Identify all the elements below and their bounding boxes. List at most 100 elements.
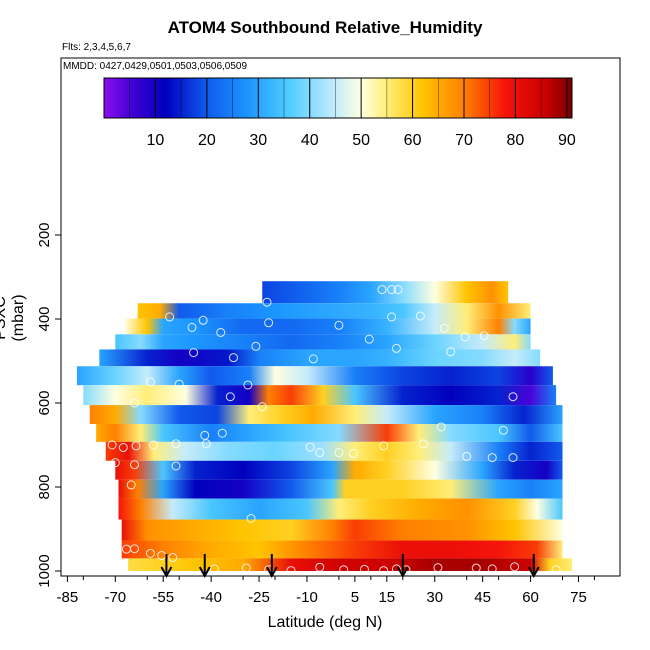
observation-point bbox=[315, 448, 325, 458]
observation-point bbox=[334, 448, 344, 458]
x-tick-label: -10 bbox=[296, 589, 318, 606]
x-tick-label: 5 bbox=[351, 589, 359, 606]
observation-point bbox=[209, 564, 219, 574]
observation-point bbox=[460, 332, 470, 342]
observation-point bbox=[508, 453, 518, 463]
observation-point bbox=[251, 341, 261, 351]
observation-point bbox=[387, 285, 397, 295]
observation-point bbox=[198, 315, 208, 325]
observation-point bbox=[391, 564, 401, 574]
observation-point bbox=[508, 392, 518, 402]
colorbar: 10 20 30 40 50 60 70 80 90 bbox=[103, 77, 576, 149]
colorbar-tick-label: 50 bbox=[352, 132, 370, 149]
heatmap-layer bbox=[115, 334, 531, 350]
heatmap-layer bbox=[128, 558, 573, 571]
observation-point bbox=[228, 353, 238, 363]
observation-point bbox=[187, 322, 197, 332]
colorbar-tick-label: 30 bbox=[249, 132, 267, 149]
observation-point bbox=[149, 440, 159, 450]
x-tick-label: -40 bbox=[200, 589, 222, 606]
observation-point bbox=[174, 379, 184, 389]
observation-point bbox=[129, 398, 139, 408]
x-tick-label: -55 bbox=[152, 589, 174, 606]
observation-point bbox=[145, 377, 155, 387]
heatmap-layer bbox=[118, 479, 563, 499]
observation-point bbox=[439, 323, 449, 333]
observation-point bbox=[391, 343, 401, 353]
observation-point bbox=[446, 347, 456, 357]
observation-point bbox=[243, 380, 253, 390]
observation-point bbox=[487, 453, 497, 463]
observation-point bbox=[479, 331, 489, 341]
observation-point bbox=[498, 425, 508, 435]
observation-point bbox=[305, 442, 315, 452]
observation-point bbox=[145, 548, 155, 558]
x-tick-label: 30 bbox=[426, 589, 443, 606]
observation-point bbox=[129, 544, 139, 554]
y-tick-label: 400 bbox=[36, 306, 53, 331]
observation-point bbox=[419, 439, 429, 449]
observation-point bbox=[165, 312, 175, 322]
observation-point bbox=[286, 566, 296, 576]
y-tick-label: 1000 bbox=[36, 554, 53, 587]
x-tick-label: -25 bbox=[248, 589, 270, 606]
heatmap-layer bbox=[124, 318, 531, 335]
heatmap-layer bbox=[99, 349, 541, 367]
y-tick-label: 200 bbox=[36, 222, 53, 247]
observation-point bbox=[471, 563, 481, 573]
colorbar-tick-label: 90 bbox=[558, 132, 576, 149]
observation-point bbox=[262, 297, 272, 307]
colorbar-gradient bbox=[103, 77, 573, 119]
observation-point bbox=[129, 460, 139, 470]
observation-point bbox=[201, 439, 211, 449]
y-tick-label: 800 bbox=[36, 474, 53, 499]
heatmap-layer bbox=[96, 424, 563, 442]
observation-point bbox=[62, 372, 72, 382]
x-axis-label: Latitude (deg N) bbox=[267, 614, 383, 631]
chart-title: ATOM4 Southbound Relative_Humidity bbox=[167, 18, 483, 37]
observation-point bbox=[126, 480, 136, 490]
x-axis: -85 -70 -55 -40 -25 -10 5 15 30 45 60 75 bbox=[57, 576, 595, 606]
colorbar-tick-label: 10 bbox=[147, 132, 165, 149]
heatmap-layer bbox=[76, 366, 553, 386]
observation-point bbox=[246, 514, 256, 523]
observation-point bbox=[379, 566, 389, 576]
observation-point bbox=[364, 334, 374, 344]
observation-point bbox=[339, 565, 349, 575]
observation-point bbox=[110, 458, 120, 468]
observation-point bbox=[510, 562, 520, 572]
y-tick-label: 600 bbox=[36, 390, 53, 415]
heatmap-layer bbox=[83, 385, 557, 406]
observation-point bbox=[217, 428, 227, 438]
observation-point bbox=[168, 553, 178, 563]
colorbar-tick-label: 40 bbox=[301, 132, 319, 149]
x-tick-label: 75 bbox=[570, 589, 587, 606]
plot-frame bbox=[60, 57, 621, 577]
observation-point bbox=[131, 441, 141, 451]
observation-point bbox=[216, 327, 226, 337]
observation-point bbox=[393, 285, 403, 295]
colorbar-tick-label: 20 bbox=[198, 132, 216, 149]
observation-point bbox=[241, 563, 251, 573]
x-tick-label: 60 bbox=[522, 589, 539, 606]
observation-point bbox=[359, 564, 369, 574]
observation-point bbox=[487, 564, 497, 574]
y-axis: 200 400 600 800 1000 bbox=[36, 222, 61, 588]
observation-point bbox=[118, 443, 128, 453]
x-tick-label: -70 bbox=[104, 589, 126, 606]
observation-point bbox=[112, 548, 122, 558]
observation-point bbox=[334, 320, 344, 330]
observation-point bbox=[387, 312, 397, 322]
x-tick-label: 45 bbox=[474, 589, 491, 606]
heatmap-layer bbox=[118, 498, 563, 520]
observation-point bbox=[315, 562, 325, 572]
heatmap-layer bbox=[115, 460, 563, 480]
heatmap-layers bbox=[76, 281, 573, 571]
observation-point bbox=[436, 422, 446, 432]
colorbar-tick-label: 70 bbox=[455, 132, 473, 149]
observation-point bbox=[171, 461, 181, 471]
heatmap-layer bbox=[137, 303, 531, 319]
observation-point bbox=[225, 392, 235, 402]
x-tick-label: 15 bbox=[378, 589, 395, 606]
observation-point bbox=[348, 448, 358, 458]
